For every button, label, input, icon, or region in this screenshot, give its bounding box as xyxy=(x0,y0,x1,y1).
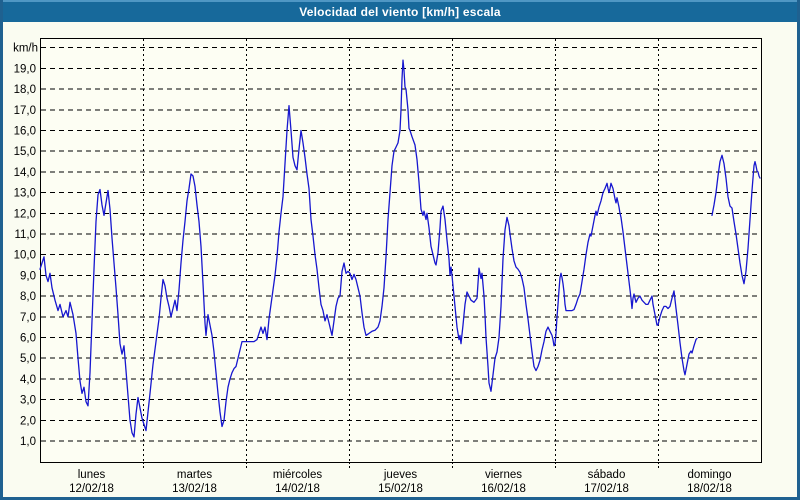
y-tick-label: 19,0 xyxy=(14,63,36,75)
y-tick-label: 18,0 xyxy=(14,84,36,96)
y-tick-label: 6,0 xyxy=(20,333,36,345)
wind-speed-line xyxy=(711,154,761,285)
y-tick-label: 16,0 xyxy=(14,126,36,138)
y-tick-label: 14,0 xyxy=(14,167,36,179)
y-tick-label: 5,0 xyxy=(20,353,36,365)
plot-frame xyxy=(40,38,762,463)
x-day-name-label: jueves xyxy=(383,469,417,481)
y-tick-label: 1,0 xyxy=(20,436,36,448)
x-day-name-label: sábado xyxy=(588,469,626,481)
y-tick-label: 2,0 xyxy=(20,415,36,427)
y-axis-unit-label: km/h xyxy=(13,43,38,55)
x-day-name-label: viernes xyxy=(485,469,522,481)
y-tick-label: 17,0 xyxy=(14,105,36,117)
title-bar[interactable]: Velocidad del viento [km/h] escala xyxy=(0,0,800,22)
y-tick-label: 8,0 xyxy=(20,291,36,303)
x-day-date-label: 18/02/18 xyxy=(687,483,732,495)
y-tick-label: 9,0 xyxy=(20,270,36,282)
x-day-name-label: martes xyxy=(177,469,212,481)
y-tick-label: 10,0 xyxy=(14,250,36,262)
x-day-name-label: lunes xyxy=(78,469,106,481)
y-tick-label: 12,0 xyxy=(14,208,36,220)
y-tick-label: 15,0 xyxy=(14,146,36,158)
x-day-date-label: 12/02/18 xyxy=(69,483,114,495)
x-day-date-label: 16/02/18 xyxy=(481,483,526,495)
wind-speed-line xyxy=(39,59,698,438)
y-tick-label: 3,0 xyxy=(20,395,36,407)
x-day-name-label: miércoles xyxy=(273,469,322,481)
x-day-name-label: domingo xyxy=(687,469,731,481)
x-day-date-label: 17/02/18 xyxy=(584,483,629,495)
x-day-date-label: 15/02/18 xyxy=(378,483,423,495)
plot-area xyxy=(40,38,761,462)
y-tick-label: 11,0 xyxy=(14,229,36,241)
y-tick-label: 7,0 xyxy=(20,312,36,324)
y-tick-label: 13,0 xyxy=(14,188,36,200)
window-title: Velocidad del viento [km/h] escala xyxy=(299,5,501,19)
x-day-date-label: 14/02/18 xyxy=(275,483,320,495)
y-tick-label: 4,0 xyxy=(20,374,36,386)
x-day-date-label: 13/02/18 xyxy=(172,483,217,495)
